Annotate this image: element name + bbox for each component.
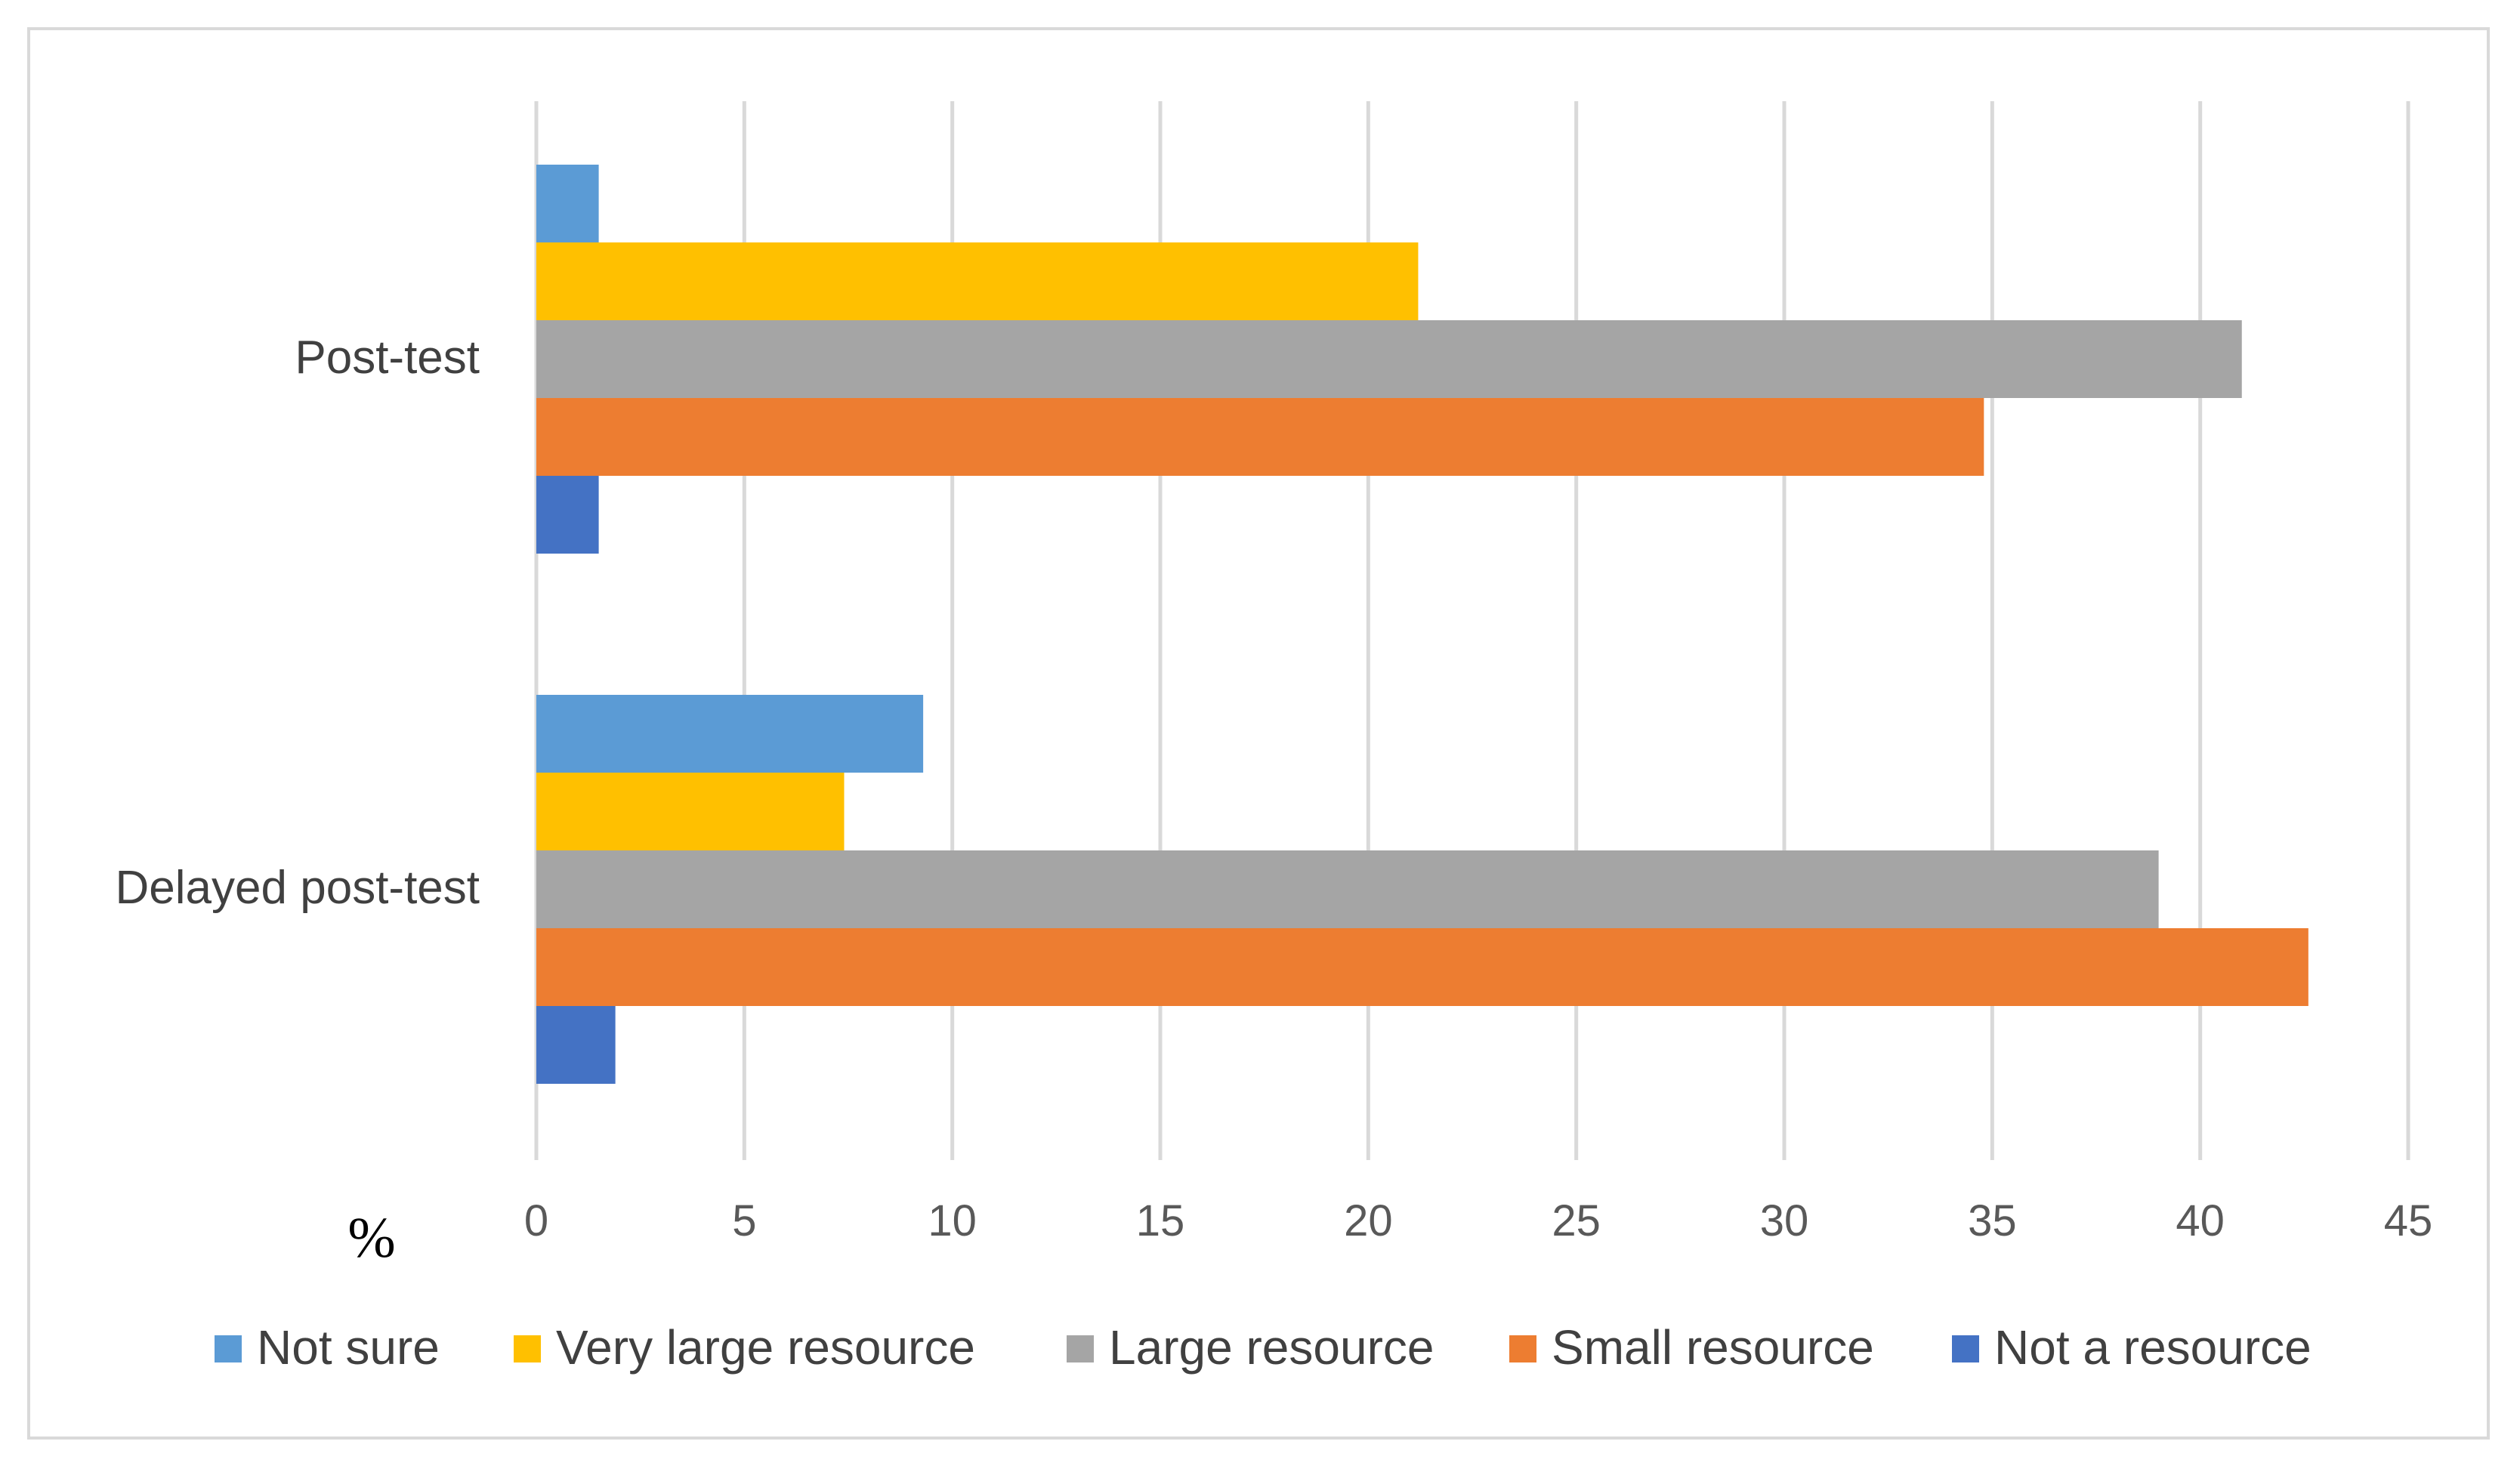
x-tick-label: 25	[1552, 1196, 1601, 1245]
x-axis-unit-label: %	[347, 1206, 395, 1270]
bar-small-resource-post-test	[536, 398, 1984, 476]
x-tick-label: 0	[524, 1196, 548, 1245]
bar-chart: 0 5 10 15 20 25 30 35 40 45 Post-test Delayed post…	[116, 101, 2432, 1375]
bar-large-resource-delayed-post-test	[536, 850, 2159, 928]
legend-item: Not sure	[215, 1320, 440, 1375]
legend-item: Small resource	[1509, 1320, 1874, 1375]
category-labels: Post-test Delayed post-test	[116, 332, 480, 914]
legend-label: Small resource	[1552, 1320, 1874, 1375]
legend-swatch	[1067, 1335, 1094, 1362]
x-tick-label: 10	[928, 1196, 977, 1245]
legend-label: Large resource	[1109, 1320, 1434, 1375]
legend-item: Large resource	[1067, 1320, 1434, 1375]
category-label: Post-test	[295, 332, 480, 384]
x-axis-ticks: 0 5 10 15 20 25 30 35 40 45	[524, 1196, 2432, 1245]
x-tick-label: 15	[1136, 1196, 1185, 1245]
bar-not-sure-delayed-post-test	[536, 695, 924, 773]
bar-very-large-resource-post-test	[536, 242, 1419, 320]
bar-not-sure-post-test	[536, 165, 599, 242]
legend-swatch	[1509, 1335, 1536, 1362]
bars	[536, 165, 2308, 1084]
category-label: Delayed post-test	[116, 862, 480, 914]
bar-not-a-resource-delayed-post-test	[536, 1006, 616, 1084]
legend-swatch	[1952, 1335, 1979, 1362]
x-tick-label: 45	[2384, 1196, 2433, 1245]
legend: Not sure Very large resource Large resourc…	[215, 1320, 2312, 1375]
x-tick-label: 40	[2176, 1196, 2225, 1245]
legend-label: Very large resource	[556, 1320, 975, 1375]
x-tick-label: 35	[1968, 1196, 2017, 1245]
x-tick-label: 20	[1344, 1196, 1393, 1245]
bar-not-a-resource-post-test	[536, 476, 599, 554]
bar-small-resource-delayed-post-test	[536, 928, 2308, 1006]
legend-swatch	[514, 1335, 541, 1362]
x-tick-label: 5	[732, 1196, 756, 1245]
legend-label: Not a resource	[1994, 1320, 2312, 1375]
legend-item: Very large resource	[514, 1320, 975, 1375]
chart-frame: 0 5 10 15 20 25 30 35 40 45 Post-test Delayed post…	[27, 27, 2490, 1440]
legend-label: Not sure	[257, 1320, 440, 1375]
bar-large-resource-post-test	[536, 320, 2242, 398]
legend-item: Not a resource	[1952, 1320, 2312, 1375]
bar-very-large-resource-delayed-post-test	[536, 773, 845, 850]
x-tick-label: 30	[1760, 1196, 1809, 1245]
legend-swatch	[215, 1335, 242, 1362]
